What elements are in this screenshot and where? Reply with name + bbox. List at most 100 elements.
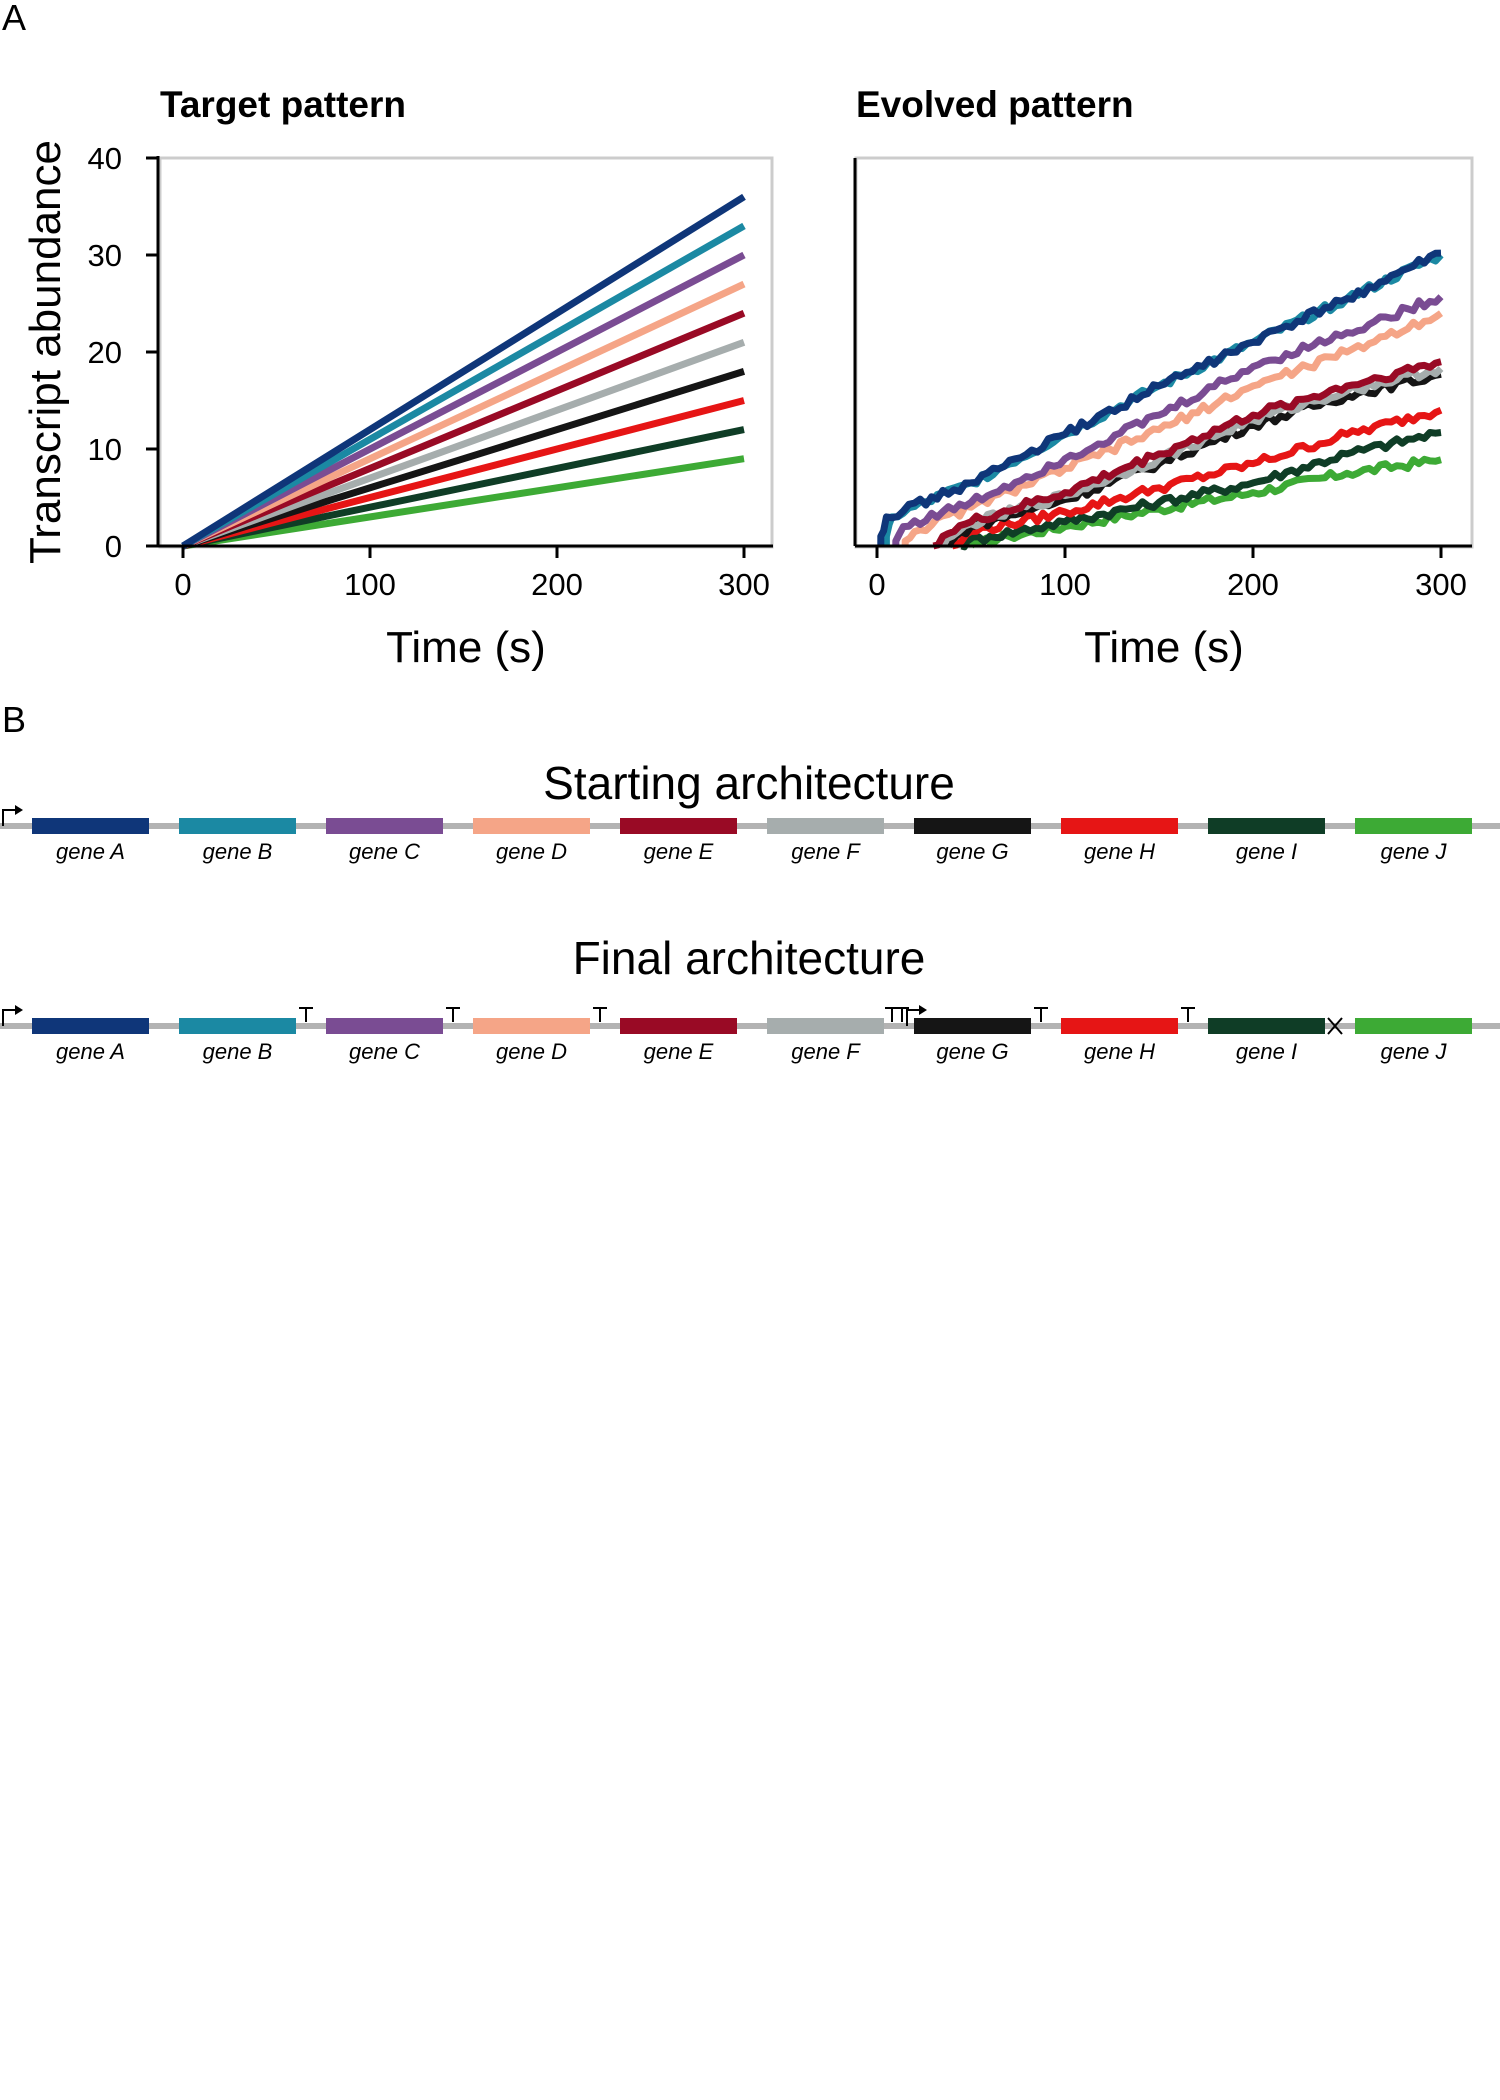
target-y-tick-label: 30: [88, 238, 122, 273]
gene-label-gene-g: gene G: [936, 1039, 1008, 1064]
panel-a-label: A: [2, 0, 26, 38]
target-axes: 0 100 200 300 0 10 20 30 40: [88, 141, 773, 602]
final-architecture-title: Final architecture: [573, 932, 926, 984]
promoter-arrow-icon: [906, 1009, 921, 1026]
final-architecture-track: gene A gene B gene C gene D gene E gene F gene…: [0, 1005, 1500, 1064]
target-y-tick-label: 40: [88, 141, 122, 176]
starting-architecture: Starting architecture gene A gene B gene C…: [0, 757, 1500, 864]
gene-label-gene-b: gene B: [203, 1039, 273, 1064]
evolved-x-tick-label: 0: [868, 567, 885, 602]
evolved-x-tick-label: 100: [1039, 567, 1091, 602]
target-y-axis-label: Transcript abundance: [21, 140, 70, 564]
evolved-series-gene-i: [960, 429, 1442, 551]
gene-label-gene-i: gene I: [1236, 1039, 1297, 1064]
target-series-gene-i: [182, 426, 745, 550]
gene-block-gene-h: [1061, 1018, 1178, 1034]
gene-block-gene-a: [32, 818, 149, 834]
evolved-x-axis-label: Time (s): [1084, 623, 1244, 672]
target-x-tick-label: 100: [344, 567, 396, 602]
terminator-icon: [446, 1007, 460, 1022]
gene-label-gene-f: gene F: [791, 839, 861, 864]
evolved-series-gene-a: [877, 249, 1442, 546]
gene-label-gene-e: gene E: [644, 839, 714, 864]
target-series-gene-a: [181, 193, 746, 549]
gene-block-gene-f: [767, 818, 884, 834]
target-y-tick-label: 0: [105, 529, 122, 564]
gene-block-gene-d: [473, 1018, 590, 1034]
target-series-gene-h: [182, 397, 745, 550]
gene-block-gene-g: [914, 1018, 1031, 1034]
starting-architecture-title: Starting architecture: [543, 757, 955, 809]
gene-label-gene-j: gene J: [1380, 839, 1447, 864]
target-x-tick-label: 0: [174, 567, 191, 602]
gene-label-gene-f: gene F: [791, 1039, 861, 1064]
gene-block-gene-a: [32, 1018, 149, 1034]
evolved-series-gene-c: [892, 294, 1444, 546]
gene-block-gene-i: [1208, 1018, 1325, 1034]
panel-b-label: B: [2, 699, 26, 740]
target-y-tick-label: 10: [88, 432, 122, 467]
gene-block-gene-b: [179, 1018, 296, 1034]
promoter-arrowhead-icon: [15, 805, 23, 815]
gene-block-gene-e: [620, 818, 737, 834]
evolved-pattern-chart: Evolved pattern 0 100 200 300 Time (s): [853, 84, 1474, 672]
target-series-gene-g: [181, 368, 746, 550]
gene-block-gene-d: [473, 818, 590, 834]
target-pattern-chart: Target pattern 0 100 200 300 0 10 20 30 40 Time …: [21, 84, 774, 672]
gene-label-gene-h: gene H: [1084, 839, 1155, 864]
gene-block-gene-h: [1061, 818, 1178, 834]
terminator-icon: [1181, 1007, 1195, 1022]
target-series-gene-d: [181, 280, 746, 550]
evolved-chart-title: Evolved pattern: [856, 84, 1134, 125]
target-x-axis-label: Time (s): [386, 623, 546, 672]
evolved-series-gene-f: [939, 365, 1444, 548]
terminator-icon: [299, 1007, 313, 1022]
gene-label-gene-j: gene J: [1380, 1039, 1447, 1064]
promoter-arrow-icon: [2, 1009, 17, 1026]
gene-label-gene-b: gene B: [203, 839, 273, 864]
gene-label-gene-c: gene C: [349, 1039, 420, 1064]
gene-label-gene-h: gene H: [1084, 1039, 1155, 1064]
target-series-gene-j: [182, 455, 745, 550]
target-series-gene-e: [181, 309, 746, 550]
promoter-arrow-icon: [2, 809, 17, 826]
gene-label-gene-i: gene I: [1236, 839, 1297, 864]
gene-block-gene-j: [1355, 818, 1472, 834]
target-y-tick-label: 20: [88, 335, 122, 370]
target-series-gene-f: [181, 339, 746, 550]
gene-label-gene-c: gene C: [349, 839, 420, 864]
gene-label-gene-d: gene D: [496, 1039, 567, 1064]
terminator-icon: [895, 1007, 909, 1022]
promoter-arrowhead-icon: [15, 1005, 23, 1015]
terminator-icon: [1034, 1007, 1048, 1022]
evolved-series-gene-e: [932, 358, 1442, 550]
gene-label-gene-d: gene D: [496, 839, 567, 864]
evolved-x-tick-label: 200: [1227, 567, 1279, 602]
gene-block-gene-e: [620, 1018, 737, 1034]
gene-label-gene-g: gene G: [936, 839, 1008, 864]
terminator-icon: [593, 1007, 607, 1022]
target-chart-title: Target pattern: [160, 84, 406, 125]
target-series-gene-c: [181, 251, 746, 550]
target-x-tick-label: 200: [531, 567, 583, 602]
evolved-x-tick-label: 300: [1415, 567, 1467, 602]
evolved-series-group: [877, 249, 1444, 551]
knockout-x-icon: [1327, 1017, 1343, 1035]
target-x-tick-label: 300: [718, 567, 770, 602]
terminator-icon: [885, 1007, 899, 1022]
target-series-gene-b: [181, 222, 746, 550]
gene-block-gene-c: [326, 818, 443, 834]
promoter-arrowhead-icon: [919, 1005, 927, 1015]
gene-block-gene-i: [1208, 818, 1325, 834]
final-architecture: Final architecture gene A gene B gene C gen…: [0, 932, 1500, 1064]
evolved-series-gene-d: [901, 310, 1444, 546]
gene-block-gene-c: [326, 1018, 443, 1034]
gene-label-gene-a: gene A: [56, 839, 125, 864]
evolved-axes: 0 100 200 300: [853, 158, 1472, 602]
gene-block-gene-f: [767, 1018, 884, 1034]
evolved-series-gene-h: [951, 406, 1443, 550]
gene-label-gene-a: gene A: [56, 1039, 125, 1064]
starting-architecture-track: gene A gene B gene C gene D gene E gene F gene…: [0, 805, 1500, 864]
gene-block-gene-g: [914, 818, 1031, 834]
